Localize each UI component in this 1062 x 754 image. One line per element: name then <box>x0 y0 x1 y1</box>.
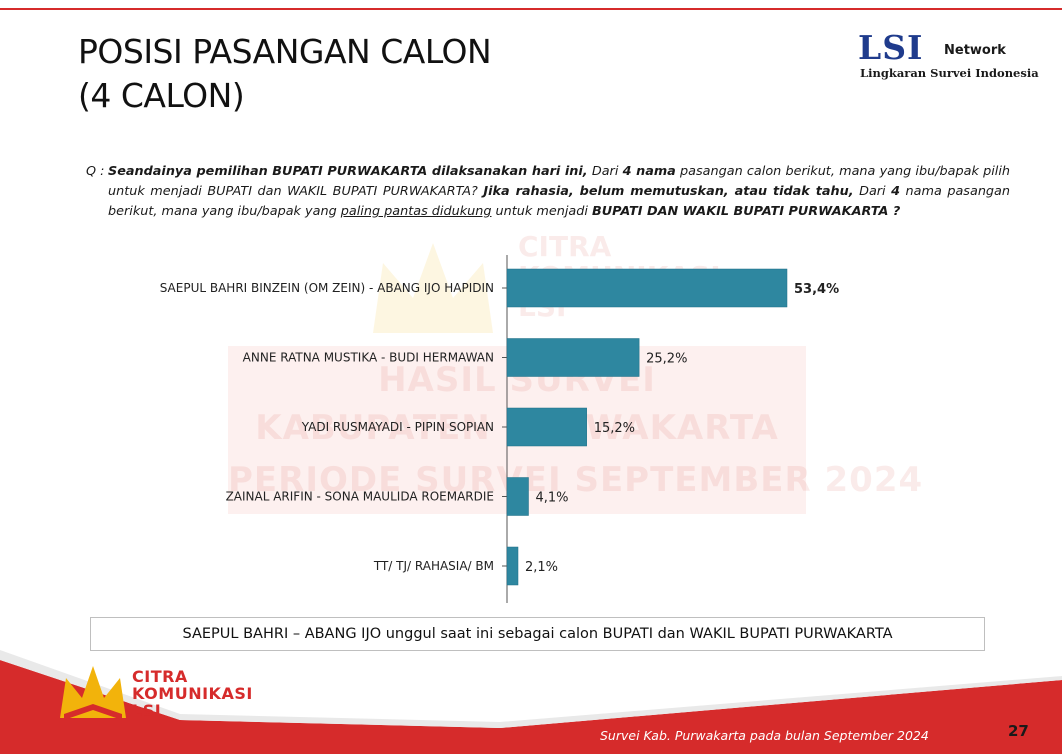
chart-caption: SAEPUL BAHRI – ABANG IJO unggul saat ini… <box>90 617 985 651</box>
value-label: 25,2% <box>646 352 687 367</box>
lsi-logo-mark: LSI <box>858 28 924 67</box>
question-body: Seandainya pemilihan BUPATI PURWAKARTA d… <box>108 162 1010 222</box>
footer-logo-line1: CITRA <box>132 667 188 686</box>
survey-question: Q : Seandainya pemilihan BUPATI PURWAKAR… <box>86 162 1010 222</box>
footer-logo-line3: LSI <box>132 701 162 720</box>
bottom-band <box>0 650 1062 754</box>
value-label: 15,2% <box>594 421 635 436</box>
bar-chart: SAEPUL BAHRI BINZEIN (OM ZEIN) - ABANG I… <box>160 255 839 603</box>
question-part3: 4 nama <box>622 164 676 179</box>
lsi-logo-subtitle: Lingkaran Survei Indonesia <box>860 66 1039 80</box>
watermark-brand-line1: CITRA <box>518 230 612 263</box>
question-part7: 4 <box>891 184 901 199</box>
question-prefix: Q : <box>86 164 105 179</box>
page-number: 27 <box>1008 722 1029 740</box>
footer-logo-line2: KOMUNIKASI <box>132 684 253 703</box>
category-label: ZAINAL ARIFIN - SONA MAULIDA ROEMARDIE <box>226 490 494 504</box>
lsi-network-logo: LSI Network Lingkaran Survei Indonesia <box>858 28 1039 84</box>
lsi-logo-network: Network <box>944 43 1006 58</box>
question-part10: untuk menjadi <box>491 204 592 219</box>
question-part4: pasangan calon berikut, mana yang ibu/ba… <box>108 164 1010 199</box>
bar <box>506 546 519 586</box>
bar <box>506 338 640 377</box>
bar <box>506 477 529 516</box>
bar <box>506 268 788 308</box>
page-title-line2: (4 CALON) <box>78 76 245 115</box>
bar <box>506 407 587 447</box>
value-label: 2,1% <box>525 560 558 575</box>
value-label: 4,1% <box>535 491 568 506</box>
question-part8: nama pasangan berikut, mana yang ibu/bap… <box>108 184 1011 219</box>
page-title: POSISI PASANGAN CALON (4 CALON) <box>78 30 492 118</box>
page-title-line1: POSISI PASANGAN CALON <box>78 32 492 71</box>
question-part6: Dari <box>853 184 892 199</box>
category-label: ANNE RATNA MUSTIKA - BUDI HERMAWAN <box>243 351 494 365</box>
question-part2: Dari <box>587 164 623 179</box>
category-label: TT/ TJ/ RAHASIA/ BM <box>373 559 494 573</box>
footer-note: Survei Kab. Purwakarta pada bulan Septem… <box>600 728 929 743</box>
category-label: SAEPUL BAHRI BINZEIN (OM ZEIN) - ABANG I… <box>160 281 494 295</box>
watermark-crown-icon <box>373 243 493 333</box>
category-label: YADI RUSMAYADI - PIPIN SOPIAN <box>301 420 494 434</box>
question-part9: paling pantas didukung <box>340 204 492 219</box>
question-part11: BUPATI DAN WAKIL BUPATI PURWAKARTA ? <box>591 204 901 219</box>
chart-bars: SAEPUL BAHRI BINZEIN (OM ZEIN) - ABANG I… <box>160 268 839 586</box>
value-label: 53,4% <box>794 282 839 297</box>
top-rule <box>0 8 1062 10</box>
crown-icon <box>60 666 126 720</box>
question-part1: Seandainya pemilihan BUPATI PURWAKARTA d… <box>108 164 588 179</box>
footer-logo-text: CITRA KOMUNIKASI LSI <box>132 668 253 719</box>
question-part5: Jika rahasia, belum memutuskan, atau tid… <box>483 184 854 199</box>
citra-komunikasi-logo: CITRA KOMUNIKASI LSI <box>58 664 268 724</box>
